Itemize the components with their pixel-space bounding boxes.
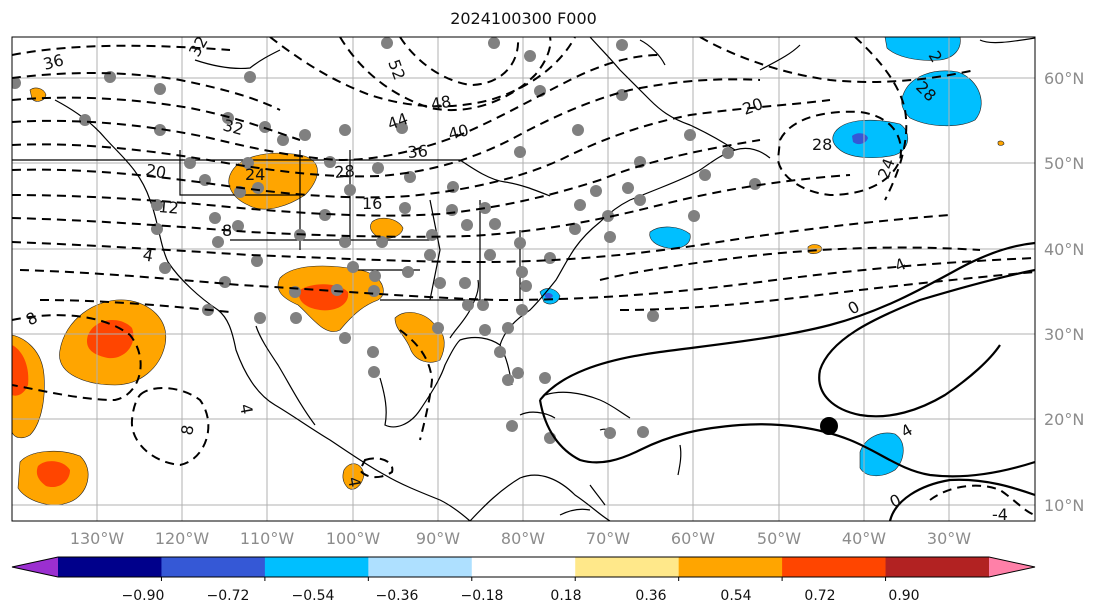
contour-label: 16 bbox=[362, 194, 382, 213]
lon-label: 90°W bbox=[416, 529, 460, 548]
colorbar-segment bbox=[58, 557, 162, 577]
lon-label: 100°W bbox=[326, 529, 381, 548]
contour-label: 4 bbox=[344, 475, 364, 488]
lat-label: 10°N bbox=[1044, 496, 1084, 515]
lat-label: 50°N bbox=[1044, 154, 1084, 173]
colorbar-tick-label: −0.72 bbox=[207, 588, 250, 604]
contour-label: 8 bbox=[222, 221, 232, 240]
colorbar-segment bbox=[264, 557, 369, 577]
colorbar-segment bbox=[885, 557, 990, 577]
contour-label: 28 bbox=[812, 135, 832, 154]
contour-label: 12 bbox=[158, 197, 180, 218]
lon-label: 130°W bbox=[70, 529, 125, 548]
lon-label: 40°W bbox=[842, 529, 886, 548]
lon-label: 30°W bbox=[927, 529, 971, 548]
colorbar-segment bbox=[368, 557, 473, 577]
contour-label: 36 bbox=[41, 50, 66, 74]
coastlines bbox=[12, 37, 1035, 521]
contour-label: 40 bbox=[446, 120, 471, 144]
lat-axis-labels: 60°N 50°N 40°N 30°N 20°N 10°N bbox=[1044, 69, 1084, 515]
red-shading bbox=[12, 284, 349, 488]
contour-label: 4 bbox=[236, 402, 256, 415]
lon-label: 50°W bbox=[757, 529, 801, 548]
colorbar-extend-max bbox=[989, 557, 1035, 577]
lon-axis-labels: 130°W 120°W 110°W 100°W 90°W 80°W 70°W 6… bbox=[70, 529, 971, 548]
colorbar-outline bbox=[11, 556, 1036, 578]
dashed-contours bbox=[12, 37, 1035, 516]
contour-label: 24 bbox=[245, 165, 265, 184]
colorbar bbox=[11, 556, 1036, 581]
colorbar-tick-label: −0.90 bbox=[122, 588, 165, 604]
colorbar-tick-labels: −0.90 −0.72 −0.54 −0.36 −0.18 0.18 0.36 … bbox=[122, 588, 920, 604]
colorbar-tick-label: 0.36 bbox=[635, 588, 666, 604]
contour-label: 48 bbox=[429, 92, 452, 114]
colorbar-tick-label: 0.54 bbox=[720, 588, 751, 604]
contour-label: -4 bbox=[992, 505, 1008, 524]
lon-label: 80°W bbox=[501, 529, 545, 548]
contour-label: 4 bbox=[141, 245, 154, 265]
contour-label: 36 bbox=[407, 141, 429, 162]
colorbar-segment bbox=[678, 557, 783, 577]
lon-label: 110°W bbox=[240, 529, 295, 548]
colorbar-tick-label: −0.54 bbox=[292, 588, 335, 604]
lat-label: 20°N bbox=[1044, 410, 1084, 429]
contour-label: 20 bbox=[144, 160, 167, 182]
contour-label: 8 bbox=[177, 423, 197, 436]
colorbar-extend-min bbox=[12, 557, 58, 577]
colorbar-segment bbox=[575, 557, 680, 577]
solid-contours bbox=[538, 241, 1035, 521]
lon-label: 120°W bbox=[155, 529, 210, 548]
colorbar-tick-label: 0.72 bbox=[804, 588, 835, 604]
colorbar-segment bbox=[471, 557, 576, 577]
lon-label: 60°W bbox=[671, 529, 715, 548]
contour-label: 28 bbox=[334, 161, 356, 182]
lat-label: 40°N bbox=[1044, 240, 1084, 259]
lat-label: 30°N bbox=[1044, 325, 1084, 344]
colorbar-tick-label: −0.18 bbox=[461, 588, 504, 604]
map-title: 2024100300 F000 bbox=[450, 9, 597, 28]
colorbar-tick-label: 0.18 bbox=[550, 588, 581, 604]
lon-label: 70°W bbox=[586, 529, 630, 548]
colorbar-tick-label: −0.36 bbox=[376, 588, 419, 604]
map-panel: 36 32 44 48 40 52 36 32 28 24 20 16 12 8… bbox=[12, 37, 1035, 524]
contour-label: 32 bbox=[221, 116, 246, 140]
lat-label: 60°N bbox=[1044, 69, 1084, 88]
blue-shading bbox=[539, 37, 982, 477]
colorbar-tick-label: 0.90 bbox=[888, 588, 919, 604]
storm-center-marker bbox=[820, 417, 838, 435]
colorbar-segment bbox=[161, 557, 266, 577]
colorbar-segment bbox=[782, 557, 887, 577]
map-border bbox=[11, 36, 1036, 522]
